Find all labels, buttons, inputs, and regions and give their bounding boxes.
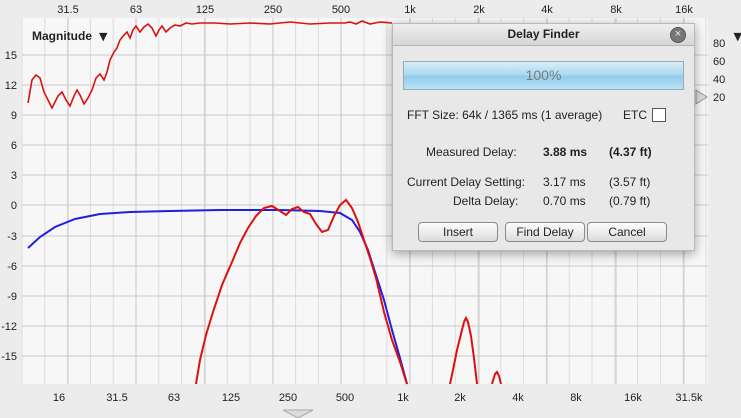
magnitude-tick-label: 15 [5, 50, 17, 62]
fft-size-label: FFT Size: 64k / 1365 ms (1 average) [407, 108, 603, 122]
magnitude-tick-label: 3 [11, 170, 17, 182]
top-frequency-tick-label: 500 [332, 4, 350, 16]
panel-title: Delay Finder [393, 24, 694, 46]
magnitude-tick-label: 12 [5, 80, 17, 92]
magnitude-tick-label: -6 [7, 261, 17, 273]
current-delay-label: Current Delay Setting: [407, 175, 526, 189]
bottom-resize-handle-icon[interactable] [282, 409, 314, 418]
right-scale-arrow-icon[interactable] [695, 89, 708, 105]
delta-delay-ms: 0.70 ms [543, 194, 586, 208]
right-scale-tick-label: 20 [713, 92, 725, 104]
top-frequency-tick-label: 2k [473, 4, 485, 16]
magnitude-tick-label: 9 [11, 110, 17, 122]
magnitude-dropdown-icon[interactable]: ▼ [99, 30, 108, 43]
bottom-frequency-axis: 16 31.5 63 125 250 500 1k 2k 4k 8k 16k 31.5k [53, 392, 703, 404]
right-scale-tick-label: 80 [713, 38, 725, 50]
bottom-frequency-tick-label: 8k [570, 392, 582, 404]
bottom-frequency-tick-label: 16 [53, 392, 65, 404]
insert-button[interactable]: Insert [418, 222, 498, 242]
magnitude-trace [27, 20, 393, 110]
bottom-frequency-tick-label: 63 [168, 392, 180, 404]
etc-label: ETC [623, 108, 647, 122]
bottom-frequency-tick-label: 31.5k [676, 392, 703, 404]
progress-fill [404, 62, 683, 89]
top-frequency-tick-label: 250 [264, 4, 282, 16]
etc-checkbox[interactable] [652, 108, 666, 122]
bottom-frequency-tick-label: 2k [454, 392, 466, 404]
delay-finder-panel: Delay Finder × 100% FFT Size: 64k / 1365… [392, 23, 695, 251]
right-scale-tick-label: 60 [713, 56, 725, 68]
top-frequency-tick-label: 125 [196, 4, 214, 16]
measured-response-trace [195, 198, 502, 385]
progress-bar: 100% [403, 61, 684, 90]
reference-response-trace [27, 209, 408, 385]
top-frequency-axis: 31.5 63 125 250 500 1k 2k 4k 8k 16k [57, 4, 693, 16]
top-frequency-tick-label: 1k [404, 4, 416, 16]
top-frequency-tick-label: 16k [675, 4, 693, 16]
delta-delay-label: Delta Delay: [453, 194, 519, 208]
bottom-frequency-tick-label: 500 [336, 392, 354, 404]
cancel-button[interactable]: Cancel [587, 222, 667, 242]
magnitude-tick-label: -3 [7, 231, 17, 243]
bottom-frequency-tick-label: 16k [624, 392, 642, 404]
progress-percent: 100% [525, 67, 562, 83]
bottom-frequency-tick-label: 31.5 [106, 392, 127, 404]
scale-dropdown-icon[interactable]: ▼ [734, 30, 741, 43]
magnitude-tick-label: -15 [1, 351, 17, 363]
bottom-frequency-tick-label: 4k [512, 392, 524, 404]
measured-delay-label: Measured Delay: [426, 145, 517, 159]
magnitude-tick-label: -9 [7, 291, 17, 303]
magnitude-axis: 15 12 9 6 3 0 -3 -6 -9 -12 -15 [1, 50, 17, 363]
magnitude-label: Magnitude [32, 29, 92, 43]
top-frequency-tick-label: 8k [610, 4, 622, 16]
right-scale-tick-label: 40 [713, 74, 725, 86]
magnitude-menu[interactable]: Magnitude ▼ [32, 29, 108, 43]
top-frequency-tick-label: 31.5 [57, 4, 78, 16]
bottom-frequency-tick-label: 125 [222, 392, 240, 404]
top-frequency-tick-label: 4k [541, 4, 553, 16]
bottom-frequency-tick-label: 250 [279, 392, 297, 404]
bottom-frequency-tick-label: 1k [397, 392, 409, 404]
magnitude-tick-label: 0 [11, 200, 17, 212]
close-icon[interactable]: × [670, 27, 686, 43]
current-delay-ms: 3.17 ms [543, 175, 586, 189]
measured-delay-ft: (4.37 ft) [609, 145, 652, 159]
right-scale-axis: 80 60 40 20 [713, 38, 725, 104]
top-frequency-tick-label: 63 [130, 4, 142, 16]
current-delay-ft: (3.57 ft) [609, 175, 651, 189]
delta-delay-ft: (0.79 ft) [609, 194, 651, 208]
magnitude-tick-label: 6 [11, 140, 17, 152]
find-delay-button[interactable]: Find Delay [505, 222, 585, 242]
measured-delay-ms: 3.88 ms [543, 145, 588, 159]
magnitude-tick-label: -12 [1, 321, 17, 333]
